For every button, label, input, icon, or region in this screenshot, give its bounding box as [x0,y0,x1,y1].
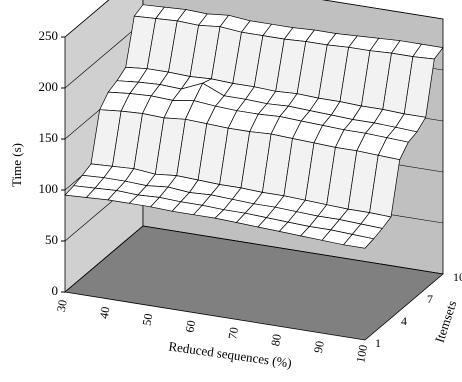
z-tick-label: 50 [45,232,58,247]
grid-line [64,0,444,38]
z-tick-label: 250 [39,28,59,43]
z-axis-label: Time (s) [9,143,24,187]
depth-tick-label: 10 [453,270,462,284]
z-tick-label: 0 [52,283,59,298]
surface-cell [342,234,375,249]
depth-tick-label: 7 [427,292,433,306]
x-tick-label: 30 [54,299,70,313]
z-tick-label: 100 [39,181,59,196]
x-tick-label: 100 [353,344,370,364]
z-tick-label: 150 [39,130,59,145]
x-tick-label: 80 [268,333,284,347]
x-tick-label: 60 [182,319,198,333]
depth-tick-label: 4 [401,314,407,328]
x-tick-label: 40 [97,306,113,320]
z-tick-label: 200 [39,79,59,94]
depth-axis-label: Itemsets [432,299,460,345]
grid-line [64,225,444,293]
x-tick-label: 90 [311,340,327,354]
depth-tick-label: 1 [375,336,381,350]
x-tick-label: 50 [140,312,156,326]
x-tick-label: 70 [225,326,241,340]
